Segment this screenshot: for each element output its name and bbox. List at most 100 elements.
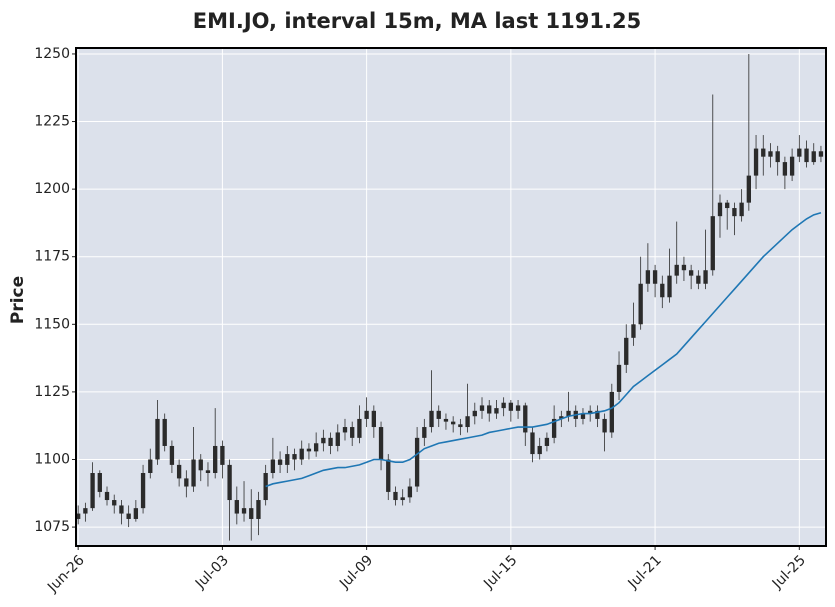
candle-body bbox=[443, 418, 449, 422]
y-tick-label: 1250 bbox=[34, 46, 70, 62]
candle-body bbox=[112, 500, 117, 506]
candle-body bbox=[624, 337, 629, 365]
x-tick-label: Jun-26 bbox=[44, 552, 88, 596]
y-tick-label: 1200 bbox=[34, 181, 70, 197]
candle-body bbox=[119, 505, 124, 514]
candle-body bbox=[198, 459, 203, 471]
candle-body bbox=[732, 208, 737, 217]
candle-body bbox=[811, 151, 816, 163]
candle-body bbox=[458, 424, 463, 428]
candle-body bbox=[501, 402, 506, 409]
x-tick-label: Jul-25 bbox=[769, 552, 809, 592]
x-tick-label: Jul-21 bbox=[625, 552, 665, 592]
candle-body bbox=[277, 459, 283, 465]
candle-body bbox=[205, 470, 211, 474]
candle-body bbox=[169, 445, 175, 465]
y-tick-label: 1125 bbox=[34, 384, 70, 400]
chart-title: EMI.JO, interval 15m, MA last 1191.25 bbox=[193, 9, 641, 33]
candle-body bbox=[306, 448, 312, 452]
candle-body bbox=[775, 151, 780, 163]
candle-body bbox=[299, 448, 304, 460]
candle-body bbox=[559, 416, 564, 419]
candle-body bbox=[674, 264, 679, 276]
candle-body bbox=[155, 418, 160, 460]
candle-body bbox=[494, 408, 499, 414]
candle-body bbox=[364, 410, 369, 419]
candle-body bbox=[249, 508, 254, 519]
candle-body bbox=[472, 410, 477, 417]
candle-body bbox=[681, 264, 687, 271]
y-tick-label: 1150 bbox=[34, 316, 70, 332]
candle-body bbox=[638, 283, 643, 325]
candle-body bbox=[176, 464, 182, 479]
candle-body bbox=[616, 364, 622, 392]
candle-body bbox=[378, 427, 384, 460]
candle-body bbox=[241, 508, 247, 514]
x-tick-label: Jul-09 bbox=[336, 552, 376, 592]
candle-body bbox=[90, 473, 95, 509]
candle-body bbox=[342, 427, 348, 433]
plot-background bbox=[76, 48, 826, 546]
candle-body bbox=[414, 437, 420, 487]
candle-body bbox=[227, 464, 232, 501]
candle-body bbox=[97, 473, 102, 492]
candle-body bbox=[746, 175, 751, 203]
candle-body bbox=[537, 445, 542, 455]
candle-body bbox=[335, 432, 340, 446]
candle-body bbox=[703, 270, 708, 284]
candle-body bbox=[270, 459, 276, 474]
candle-body bbox=[313, 443, 319, 452]
candle-body bbox=[602, 418, 607, 433]
candle-body bbox=[696, 275, 701, 284]
candle-body bbox=[400, 497, 405, 501]
y-tick-label: 1100 bbox=[34, 451, 70, 467]
candle-body bbox=[148, 459, 153, 474]
candle-body bbox=[595, 410, 600, 419]
candle-body bbox=[292, 454, 297, 460]
candle-body bbox=[797, 148, 802, 157]
candle-body bbox=[660, 283, 665, 298]
x-tick-label: Jul-03 bbox=[192, 552, 232, 592]
candle-body bbox=[652, 270, 658, 284]
candle-body bbox=[580, 413, 586, 419]
candle-body bbox=[753, 148, 759, 176]
candle-body bbox=[487, 405, 492, 414]
candle-body bbox=[386, 459, 391, 492]
candle-body bbox=[285, 454, 290, 465]
candle-body bbox=[126, 513, 131, 519]
candle-body bbox=[213, 445, 218, 474]
candle-body bbox=[407, 486, 413, 498]
candle-body bbox=[321, 437, 326, 444]
candle-body bbox=[234, 500, 239, 514]
candle-body bbox=[83, 508, 88, 514]
candle-body bbox=[804, 148, 809, 163]
candle-body bbox=[220, 445, 225, 465]
candle-body bbox=[566, 410, 571, 417]
candle-body bbox=[436, 410, 441, 419]
candle-body bbox=[104, 491, 110, 501]
y-tick-label: 1175 bbox=[34, 249, 70, 265]
candle-body bbox=[508, 402, 514, 411]
candle-body bbox=[588, 410, 593, 414]
candle-body bbox=[761, 148, 766, 157]
candle-body bbox=[609, 391, 614, 433]
candle-body bbox=[191, 459, 196, 487]
candle-body bbox=[515, 405, 521, 411]
candle-body bbox=[429, 410, 434, 428]
candle-body bbox=[76, 513, 81, 519]
candle-body bbox=[162, 418, 167, 446]
plot-frame bbox=[75, 47, 827, 547]
y-tick-label: 1225 bbox=[34, 114, 70, 130]
candle-body bbox=[544, 437, 550, 446]
moving-average-line bbox=[265, 212, 822, 488]
candle-body bbox=[133, 508, 139, 519]
x-tick-label: Jul-15 bbox=[480, 552, 520, 592]
candle-body bbox=[717, 202, 723, 217]
candle-body bbox=[768, 151, 773, 157]
candle-body bbox=[465, 416, 470, 428]
candle-body bbox=[789, 156, 795, 176]
candle-body bbox=[184, 478, 189, 487]
candle-body bbox=[451, 421, 456, 425]
